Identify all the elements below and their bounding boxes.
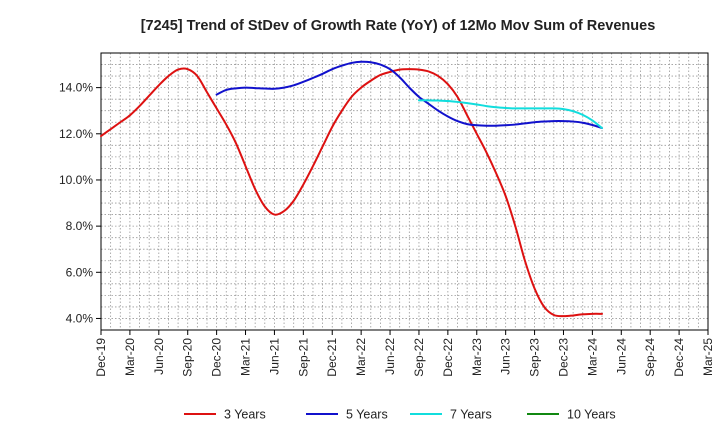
legend-label-7-years: 7 Years [450,408,492,422]
x-tick-label: Jun-20 [152,338,166,375]
series-line-5-years [215,60,604,130]
y-tick-label: 6.0% [66,265,94,279]
x-tick-label: Dec-19 [94,338,108,377]
plot-frame [100,52,709,331]
x-tick-label: Sep-24 [643,338,657,377]
x-tick-label: Mar-22 [354,338,368,376]
x-tick-label: Sep-20 [181,338,195,377]
x-tick-label: Mar-21 [239,338,253,376]
x-axis-ticks: Dec-19 Mar-20 Jun-20 Sep-20 Dec-20 Mar-21 Jun-… [94,330,715,377]
x-tick-label: Jun-22 [383,338,397,375]
y-axis-ticks: 4.0% 6.0% 8.0% 10.0% 12.0% 14.0% [59,81,101,325]
y-tick-label: 12.0% [59,127,93,141]
chart-title: [7245] Trend of StDev of Growth Rate (Yo… [141,18,656,34]
x-tick-label: Dec-21 [325,338,339,377]
y-tick-label: 4.0% [66,311,94,325]
y-tick-label: 8.0% [66,219,94,233]
x-tick-label: Mar-25 [701,338,715,376]
y-tick-label: 10.0% [59,173,93,187]
x-tick-label: Sep-21 [296,338,310,377]
x-tick-label: Jun-23 [499,338,513,375]
x-tick-label: Sep-22 [412,338,426,377]
x-tick-label: Jun-24 [614,338,628,375]
x-tick-label: Dec-23 [556,338,570,377]
series-line-3-years [100,67,604,318]
series-lines [100,60,604,318]
x-tick-label: Mar-20 [123,338,137,376]
legend: 3 Years 5 Years 7 Years 10 Years [184,408,616,422]
x-tick-label: Jun-21 [267,338,281,375]
legend-label-5-years: 5 Years [346,408,388,422]
x-tick-label: Sep-23 [528,338,542,377]
x-tick-label: Dec-22 [441,338,455,377]
x-tick-label: Dec-24 [672,338,686,377]
legend-label-3-years: 3 Years [224,408,266,422]
series-line-7-years [417,99,604,130]
legend-label-10-years: 10 Years [567,408,616,422]
x-tick-label: Mar-24 [585,338,599,376]
grid-lines [101,53,708,330]
x-tick-label: Mar-23 [470,338,484,376]
x-tick-label: Dec-20 [210,338,224,377]
y-tick-label: 14.0% [59,81,93,95]
